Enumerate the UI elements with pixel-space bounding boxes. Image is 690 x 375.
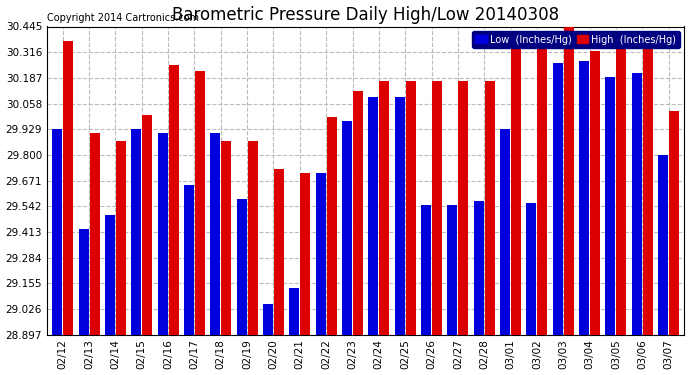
Bar <box>447 205 457 335</box>
Bar <box>406 81 416 335</box>
Bar <box>131 129 141 335</box>
Bar <box>564 26 574 335</box>
Bar <box>616 41 627 335</box>
Bar <box>274 169 284 335</box>
Text: Copyright 2014 Cartronics.com: Copyright 2014 Cartronics.com <box>47 13 199 23</box>
Bar <box>300 173 310 335</box>
Bar <box>90 133 99 335</box>
Bar <box>458 81 469 335</box>
Bar <box>195 71 205 335</box>
Bar <box>669 111 679 335</box>
Bar <box>485 81 495 335</box>
Bar <box>116 141 126 335</box>
Bar <box>315 173 326 335</box>
Bar <box>263 304 273 335</box>
Bar <box>248 141 257 335</box>
Bar <box>579 62 589 335</box>
Bar <box>353 91 363 335</box>
Title: Barometric Pressure Daily High/Low 20140308: Barometric Pressure Daily High/Low 20140… <box>172 6 559 24</box>
Bar <box>184 185 194 335</box>
Bar <box>421 205 431 335</box>
Bar <box>658 155 668 335</box>
Bar <box>511 50 521 335</box>
Bar <box>63 41 73 335</box>
Bar <box>52 129 62 335</box>
Bar <box>326 117 337 335</box>
Bar <box>526 203 536 335</box>
Bar <box>395 97 404 335</box>
Bar <box>168 65 179 335</box>
Bar <box>643 38 653 335</box>
Bar <box>500 129 510 335</box>
Bar <box>221 141 231 335</box>
Bar <box>590 51 600 335</box>
Bar <box>553 63 563 335</box>
Bar <box>432 81 442 335</box>
Bar <box>142 115 152 335</box>
Bar <box>105 214 115 335</box>
Bar <box>289 288 299 335</box>
Bar <box>605 77 615 335</box>
Bar <box>157 133 168 335</box>
Bar <box>474 201 484 335</box>
Bar <box>237 199 246 335</box>
Bar <box>79 229 88 335</box>
Legend: Low  (Inches/Hg), High  (Inches/Hg): Low (Inches/Hg), High (Inches/Hg) <box>472 32 680 48</box>
Bar <box>342 121 352 335</box>
Bar <box>632 73 642 335</box>
Bar <box>368 97 378 335</box>
Bar <box>538 38 547 335</box>
Bar <box>380 81 389 335</box>
Bar <box>210 133 220 335</box>
